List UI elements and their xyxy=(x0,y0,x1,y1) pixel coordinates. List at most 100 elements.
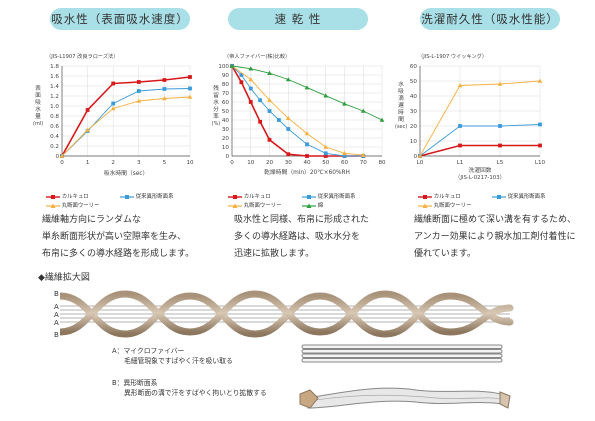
x-tick-label: 0 xyxy=(60,160,64,166)
y-tick-label: 100 xyxy=(218,64,229,70)
y-tick-label: 10 xyxy=(222,145,230,151)
fiber-b-desc: 異形断面の溝で汗をすばやく拘いとり拡散する xyxy=(124,389,267,397)
y-tick-label: 0 xyxy=(413,154,417,160)
data-point-series-2 xyxy=(305,142,309,147)
drying-description: 吸水性と同様、布帛に形成された 多くの導水経路は、吸水水分を 迅速に拡散します。 xyxy=(234,215,370,259)
data-point-series-1 xyxy=(305,154,309,158)
data-point-series-2 xyxy=(188,86,192,91)
y-tick-label: 50 xyxy=(410,79,418,85)
data-point-series-4 xyxy=(323,93,329,98)
data-point-series-3 xyxy=(537,78,543,83)
data-point-series-2 xyxy=(458,124,462,128)
data-point-series-2 xyxy=(342,154,347,158)
data-point-series-4 xyxy=(342,101,347,106)
legend-round: 丸断面ウーリー xyxy=(61,203,100,209)
x-tick-label: 10 xyxy=(186,160,194,166)
data-point-series-1 xyxy=(498,143,502,148)
data-point-series-1 xyxy=(286,152,291,157)
data-point-series-2 xyxy=(323,151,328,156)
x-tick-label: 20 xyxy=(266,160,274,166)
data-point-series-3 xyxy=(162,96,167,101)
data-point-series-3 xyxy=(85,127,90,132)
chart3-ylabel: 水吸滴遅時間 (sec) xyxy=(395,82,408,130)
fiber-bundle-illustration xyxy=(60,290,514,338)
irregular-fiber-icon xyxy=(299,387,511,409)
x-tick-label: 50 xyxy=(322,160,330,166)
series-line-3 xyxy=(61,96,191,157)
data-point-series-1 xyxy=(111,81,116,86)
data-point-series-4 xyxy=(229,63,235,68)
x-axis-label: 吸水時間（sec） xyxy=(104,169,149,177)
data-point-series-3 xyxy=(304,131,310,136)
fiber-label-b-bottom: B xyxy=(54,331,59,339)
x-axis-label: 乾燥時間（min）20℃×60%RH xyxy=(264,168,350,176)
x-tick-label: L1 xyxy=(457,160,464,166)
legend-calcuro: カルキュロ xyxy=(61,194,89,200)
data-point-series-1 xyxy=(458,143,462,148)
fiber-a-label: A：マイクロファイバー xyxy=(112,347,185,355)
data-point-series-1 xyxy=(188,75,192,79)
y-tick-label: 20 xyxy=(222,136,230,142)
x-tick-label: 1 xyxy=(86,160,90,166)
x-tick-label: L0 xyxy=(417,160,424,166)
y-tick-label: 1.4 xyxy=(50,84,59,90)
x-tick-label: 5 xyxy=(163,160,167,166)
data-point-series-3 xyxy=(360,152,366,157)
data-point-series-3 xyxy=(136,98,142,103)
y-tick-label: 1.8 xyxy=(50,64,59,70)
data-point-series-4 xyxy=(267,70,272,75)
y-tick-label: 90 xyxy=(222,73,230,79)
data-point-series-1 xyxy=(239,80,244,85)
chart1-caption: （JIS-L1907 改良ラローズ法） xyxy=(46,54,119,60)
data-point-series-3 xyxy=(497,81,503,86)
chart2-caption: （帝人ファイバー(株)比較） xyxy=(224,54,291,60)
data-point-series-4 xyxy=(285,77,291,82)
y-tick-label: 0 xyxy=(225,154,229,160)
x-tick-label: 80 xyxy=(378,160,386,166)
chart1-legend: カルキュロ 従来異形断面系 丸断面ウーリー xyxy=(40,192,202,212)
fiber-a-desc: 毛細管現象ですばやく汗を吸い取る xyxy=(124,357,233,365)
data-point-series-1 xyxy=(323,154,328,158)
chart2-ylabel: 残留水分率 (%) xyxy=(211,86,221,127)
data-point-series-1 xyxy=(136,80,141,84)
data-point-series-3 xyxy=(187,94,193,99)
data-point-series-1 xyxy=(248,100,253,104)
data-point-series-2 xyxy=(258,98,263,103)
data-point-series-1 xyxy=(538,143,542,148)
durability-chart: 0 10 20 30 40 50 60 L0 L1 L5 L10 洗濯回数（JIS-L-0217-10… xyxy=(410,64,546,180)
x-tick-label: 40 xyxy=(303,160,311,166)
y-tick-label: 60 xyxy=(410,64,418,70)
x-tick-label: 0 xyxy=(230,160,234,166)
series-line-2 xyxy=(419,124,541,157)
durability-description: 繊維断面に極めて深い溝を有するため、 アンカー効果により親水加工剤付着性に 優れてい… xyxy=(414,215,577,259)
data-point-series-4 xyxy=(248,66,254,71)
data-point-series-3 xyxy=(417,153,423,158)
data-point-series-3 xyxy=(248,77,254,82)
data-point-series-3 xyxy=(285,115,291,120)
chart3-caption: （JIS-L-1907 ウイッキング） xyxy=(418,54,488,60)
fiber-label-a-2: A xyxy=(54,311,59,319)
x-tick-label: 3 xyxy=(137,160,141,166)
chart3-legend: カルキュロ 従来異形断面系 丸断面ウーリー xyxy=(412,192,574,212)
y-tick-label: 10 xyxy=(410,139,418,145)
series-line-2 xyxy=(61,88,191,157)
y-tick-label: 0.8 xyxy=(50,114,59,120)
legend-calcuro: カルキュロ xyxy=(243,194,271,200)
data-point-series-1 xyxy=(267,137,272,142)
y-tick-label: 0 xyxy=(55,154,59,160)
data-point-series-3 xyxy=(110,106,116,111)
fiber-section-title: ◆繊維拡大図 xyxy=(38,273,90,283)
y-tick-label: 40 xyxy=(410,94,418,100)
header-absorption: 吸水性（表面吸水速度） xyxy=(50,8,190,30)
legend-cotton: 綿 xyxy=(317,203,324,209)
series-line-1 xyxy=(231,65,364,157)
x-tick-label: 70 xyxy=(360,160,368,166)
fiber-label-a-1: A xyxy=(54,303,59,311)
chart2-legend: カルキュロ 従来異形断面系 丸断面ウーリー 綿 xyxy=(222,192,384,212)
y-tick-label: 50 xyxy=(222,109,230,115)
data-point-series-2 xyxy=(248,86,253,91)
x-tick-label: 10 xyxy=(247,160,255,166)
legend-conventional: 従来異形断面系 xyxy=(507,194,546,200)
data-point-series-4 xyxy=(379,117,385,122)
y-tick-label: 60 xyxy=(222,100,230,106)
